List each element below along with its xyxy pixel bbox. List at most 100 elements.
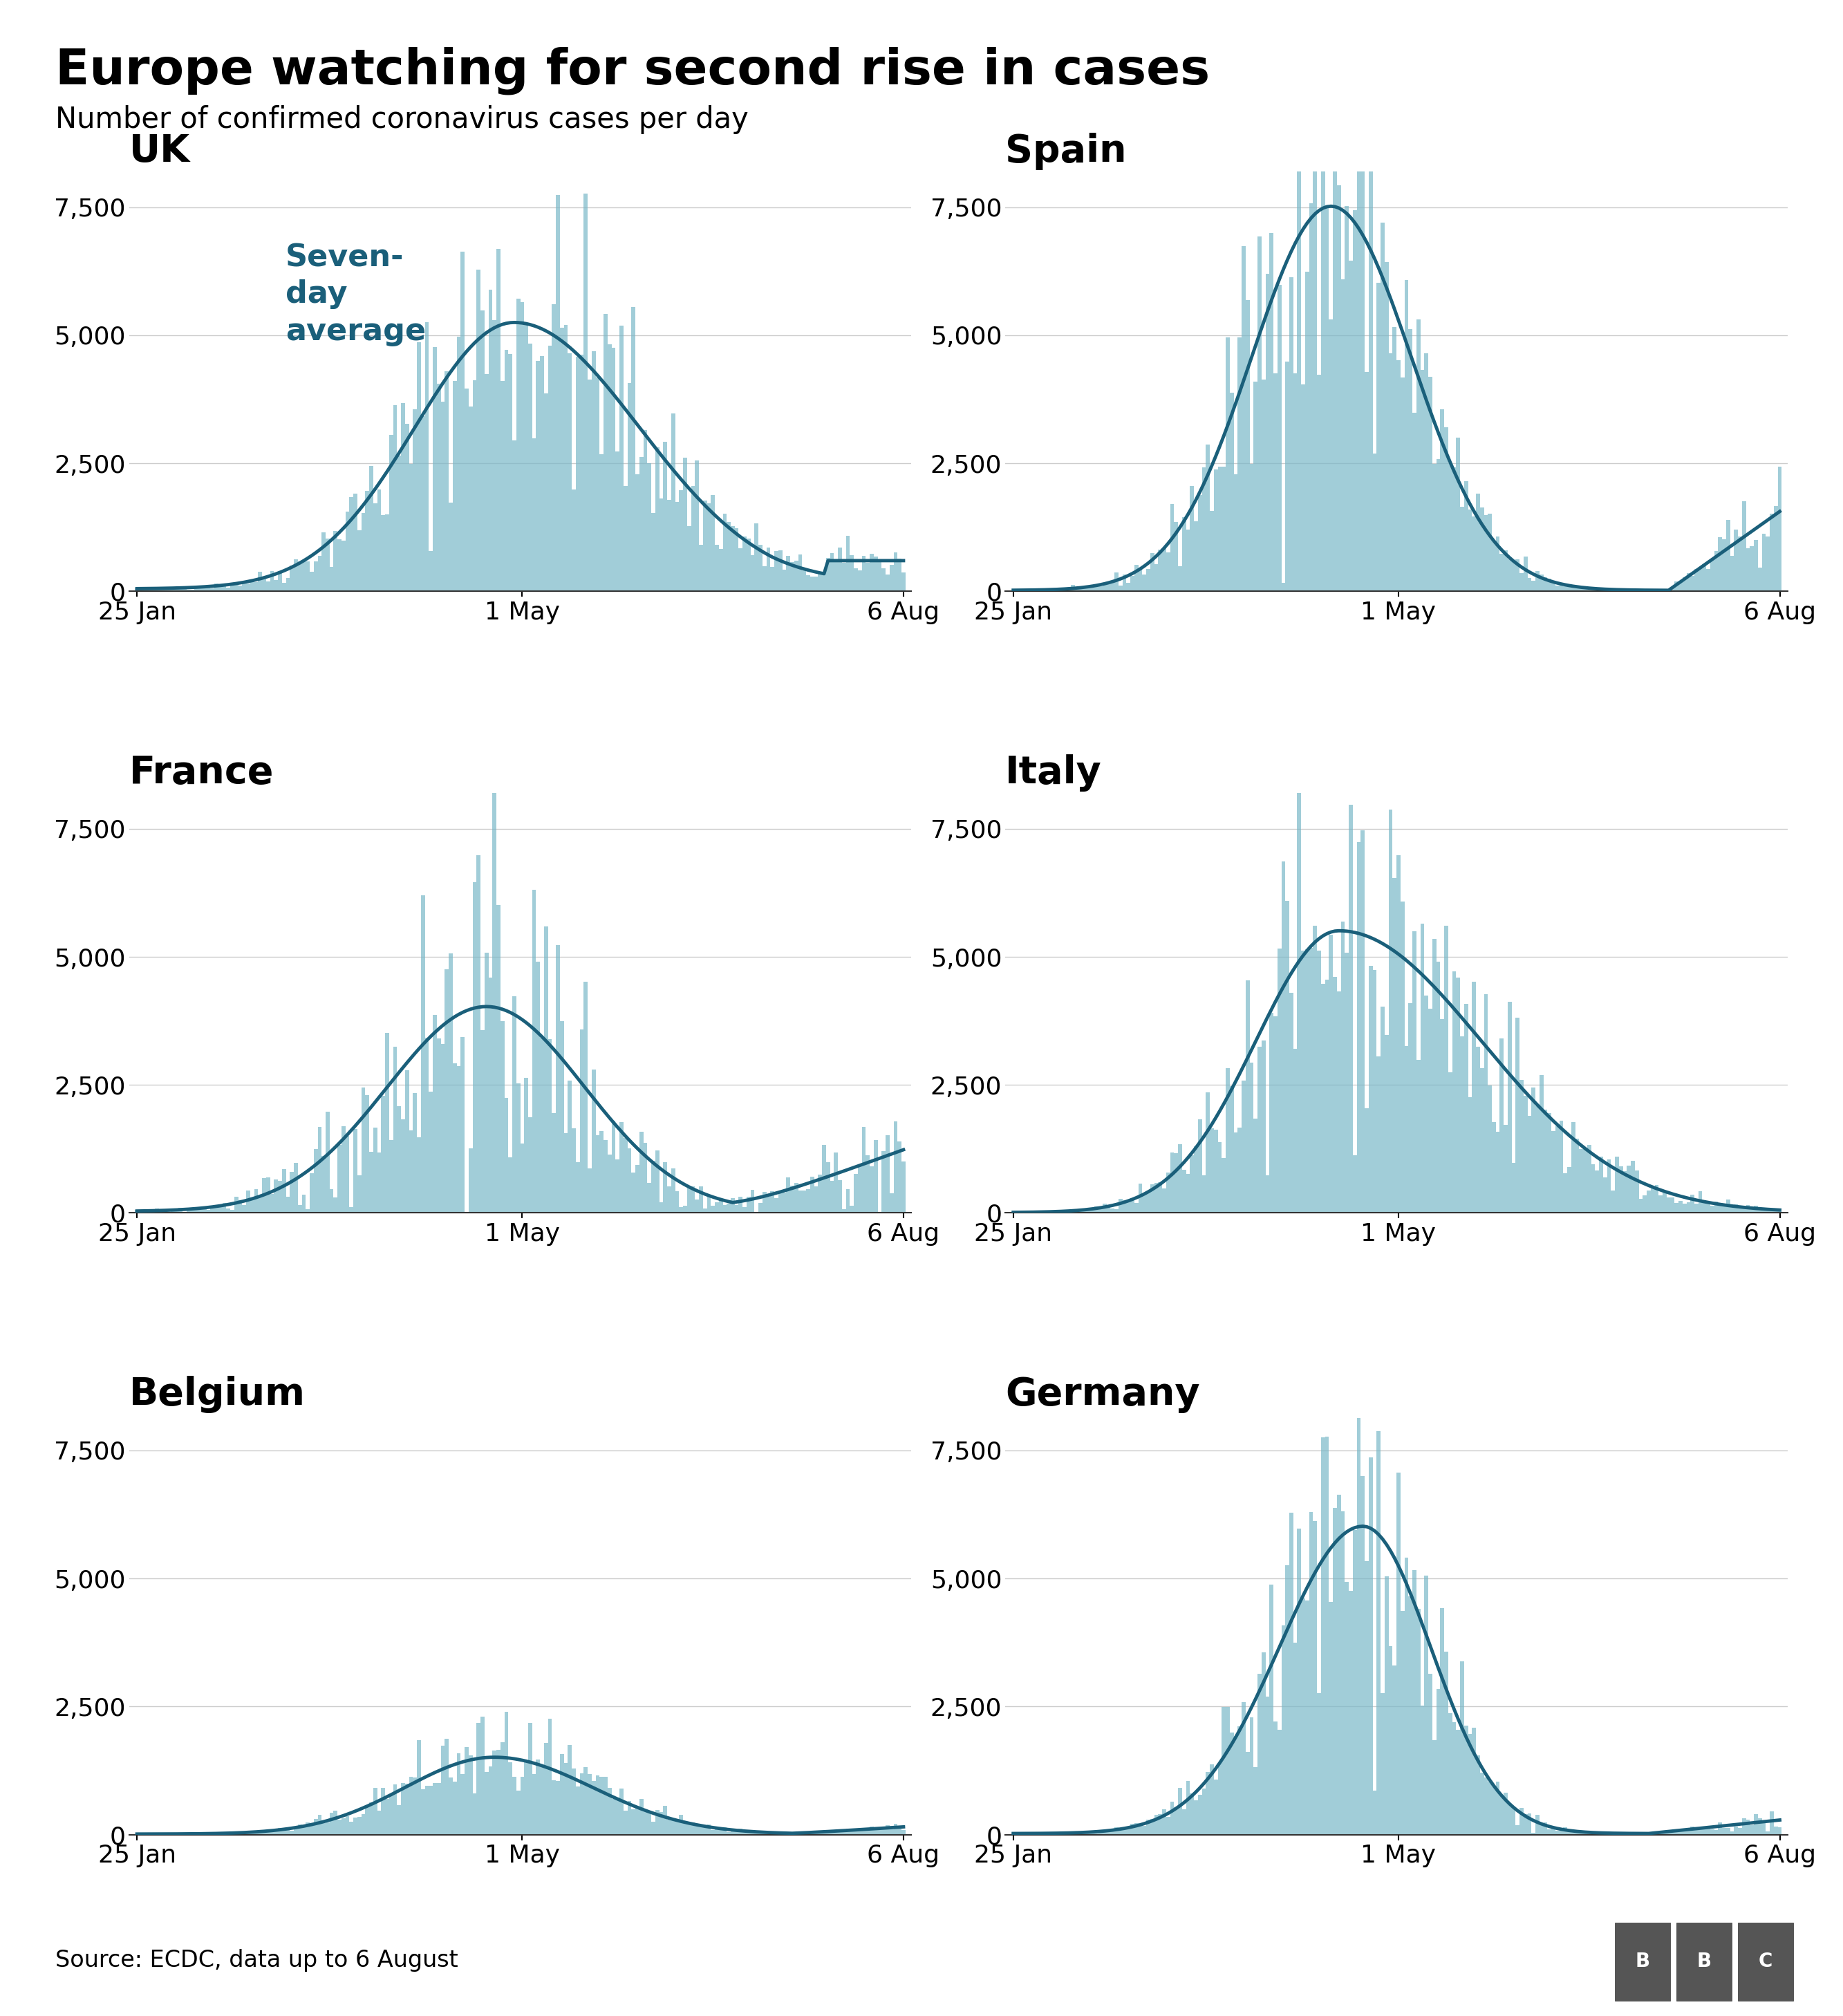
Bar [1460,1036,1463,1214]
Bar [1238,337,1242,591]
Bar [358,530,361,591]
Bar [1329,321,1332,591]
Bar [457,1066,461,1214]
Bar [1718,1822,1721,1835]
Bar [651,1161,656,1214]
Bar [568,1744,571,1835]
Bar [1157,1181,1163,1214]
Bar [457,1754,461,1835]
Bar [1452,972,1456,1214]
Bar [540,1766,544,1835]
Bar [1449,1073,1452,1214]
Bar [323,1822,326,1835]
Bar [251,1833,254,1835]
Bar [426,1786,429,1835]
Bar [1250,464,1253,591]
Bar [890,564,894,591]
Bar [350,1822,354,1835]
Bar [778,550,781,591]
Bar [829,552,835,591]
Bar [1651,1187,1655,1214]
Bar [763,1191,767,1214]
Bar [1388,810,1393,1214]
Bar [512,1776,516,1835]
Bar [818,573,822,591]
Bar [1707,569,1710,591]
Bar [1670,587,1675,591]
Bar [1332,153,1336,591]
Bar [1060,1212,1063,1214]
Bar [1583,1149,1587,1214]
Bar [640,1131,643,1214]
Bar [886,575,890,591]
Bar [1452,1722,1456,1835]
Bar [846,536,850,591]
Bar [1238,1726,1242,1835]
Bar [1373,1790,1377,1835]
Bar [1417,1060,1421,1214]
Bar [477,1724,481,1835]
Bar [1738,1923,1793,2000]
Bar [1710,558,1714,591]
Bar [1305,950,1309,1214]
Bar [708,502,711,591]
Bar [1679,1202,1683,1214]
Bar [1463,482,1469,591]
Bar [1139,1824,1143,1835]
Bar [818,1833,822,1835]
Bar [1683,577,1686,591]
Bar [361,1087,365,1214]
Bar [1439,409,1445,591]
Bar [1497,1782,1500,1835]
Bar [1222,1157,1226,1214]
Bar [1074,1833,1078,1835]
Bar [1401,1611,1404,1835]
Bar [1714,550,1718,591]
Bar [302,562,306,591]
Bar [1285,901,1290,1214]
Bar [1115,573,1119,591]
Bar [520,302,523,591]
Bar [1675,1204,1679,1214]
Bar [781,569,787,591]
Bar [743,536,746,591]
Bar [393,1046,396,1214]
Bar [206,1210,210,1214]
Bar [811,577,815,591]
Bar [1312,1522,1318,1835]
Bar [660,1812,663,1835]
Bar [1087,1210,1091,1214]
Bar [671,1818,675,1835]
Bar [1703,1829,1707,1835]
Bar [805,1189,811,1214]
Bar [675,1191,678,1214]
Bar [1360,65,1364,591]
Bar [1270,1585,1274,1835]
Bar [485,954,488,1214]
Bar [794,560,798,591]
Bar [389,1141,393,1214]
Bar [627,1800,632,1835]
Bar [671,1169,675,1214]
Bar [818,1175,822,1214]
Bar [1091,1833,1095,1835]
Bar [299,562,302,591]
Bar [1111,1831,1115,1835]
Bar [826,558,829,591]
Bar [286,579,289,591]
Bar [374,1788,378,1835]
Text: B: B [1697,1951,1712,1972]
Bar [1524,1097,1528,1214]
Bar [874,1829,877,1835]
Bar [536,361,540,591]
Bar [853,569,857,591]
Bar [1436,460,1439,591]
Bar [1543,577,1548,591]
Bar [1229,1732,1233,1835]
Bar [616,452,619,591]
Bar [1290,276,1294,591]
Bar [636,474,640,591]
Bar [1469,510,1473,591]
Bar [1209,1764,1215,1835]
Bar [571,1768,575,1835]
